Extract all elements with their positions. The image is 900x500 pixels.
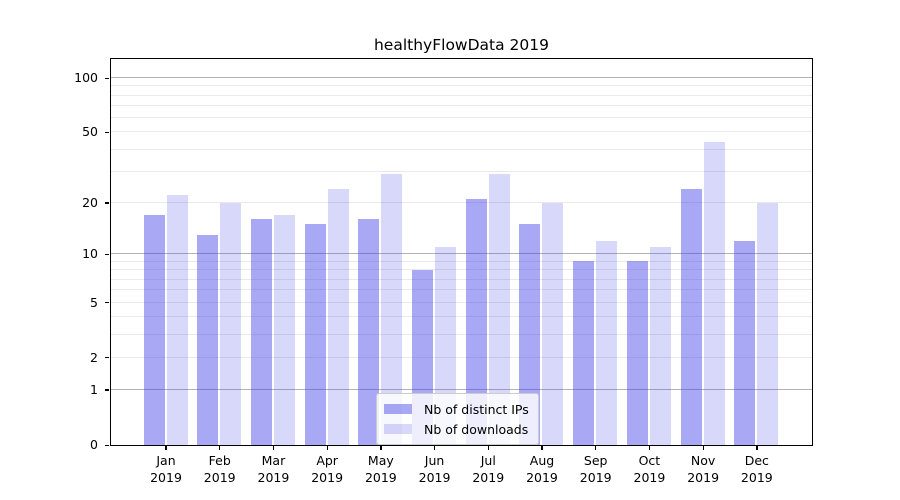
bar-nb-of-downloads-aug xyxy=(542,202,564,445)
bar-nb-of-distinct-ips-may xyxy=(358,219,380,445)
bar-nb-of-distinct-ips-aug xyxy=(519,224,541,445)
gridline-5 xyxy=(111,301,812,303)
x-tick-mark-aug xyxy=(541,445,543,450)
y-tick-mark-5 xyxy=(105,302,109,304)
y-tick-label-100: 100 xyxy=(74,70,98,86)
gridline-30 xyxy=(111,171,812,172)
y-tick-mark-20 xyxy=(105,202,109,204)
x-tick-label-aug: Aug 2019 xyxy=(526,453,558,485)
y-tick-mark-10 xyxy=(105,253,109,256)
x-tick-mark-nov xyxy=(702,445,704,450)
x-tick-mark-sep xyxy=(595,445,597,450)
gridline-8 xyxy=(111,269,812,271)
bar-nb-of-distinct-ips-feb xyxy=(197,234,219,445)
bar-nb-of-downloads-nov xyxy=(703,141,725,445)
bar-nb-of-downloads-jul xyxy=(488,174,510,445)
y-tick-label-2: 2 xyxy=(90,349,98,365)
gridline-10 xyxy=(111,253,812,255)
chart-title: healthyFlowData 2019 xyxy=(373,36,549,54)
bar-nb-of-distinct-ips-jan xyxy=(143,214,165,445)
grid-layer xyxy=(111,59,812,445)
gridline-50 xyxy=(111,131,812,133)
x-tick-label-jul: Jul 2019 xyxy=(472,453,505,485)
x-tick-mark-jan xyxy=(165,445,167,450)
y-tick-mark-0 xyxy=(105,444,109,446)
x-tick-label-apr: Apr 2019 xyxy=(311,453,344,485)
y-tick-label-50: 50 xyxy=(82,124,98,140)
legend-wrap: Nb of distinct IPs Nb of downloads xyxy=(111,59,812,445)
bar-layer xyxy=(111,59,812,445)
gridline-40 xyxy=(111,148,812,150)
y-tick-label-1: 1 xyxy=(90,381,98,397)
x-tick-mark-dec xyxy=(756,445,758,450)
gridline-9 xyxy=(111,260,812,262)
legend-label-downloads: Nb of downloads xyxy=(424,421,529,437)
x-tick-label-may: May 2019 xyxy=(364,453,397,485)
gridline-3 xyxy=(111,333,812,335)
y-tick-mark-50 xyxy=(105,131,109,134)
x-tick-mark-feb xyxy=(219,445,221,450)
bar-nb-of-downloads-jan xyxy=(166,195,188,445)
gridline-70 xyxy=(111,105,812,107)
y-tick-label-20: 20 xyxy=(82,194,98,210)
gridline-90 xyxy=(111,85,812,87)
y-tick-label-5: 5 xyxy=(90,294,98,310)
legend-item-distinct-ips: Nb of distinct IPs xyxy=(384,399,529,419)
x-tick-mark-jul xyxy=(487,445,489,450)
plot-area: Nb of distinct IPs Nb of downloads xyxy=(110,58,813,446)
legend-item-downloads: Nb of downloads xyxy=(384,419,529,439)
bar-nb-of-downloads-sep xyxy=(596,240,618,445)
y-tick-mark-1 xyxy=(105,389,109,391)
gridline-80 xyxy=(111,94,812,96)
bar-nb-of-downloads-dec xyxy=(757,202,779,445)
gridline-4 xyxy=(111,316,812,318)
gridline-1 xyxy=(111,388,812,390)
bar-nb-of-distinct-ips-sep xyxy=(573,261,595,445)
bar-nb-of-distinct-ips-mar xyxy=(250,219,272,445)
bar-nb-of-downloads-oct xyxy=(649,246,671,445)
bar-nb-of-downloads-may xyxy=(381,174,403,445)
bar-nb-of-distinct-ips-nov xyxy=(680,188,702,445)
y-tick-label-10: 10 xyxy=(82,246,98,262)
legend-label-distinct-ips: Nb of distinct IPs xyxy=(424,401,529,417)
x-tick-label-mar: Mar 2019 xyxy=(257,453,290,485)
legend: Nb of distinct IPs Nb of downloads xyxy=(376,393,539,445)
x-tick-label-nov: Nov 2019 xyxy=(687,453,720,485)
bar-nb-of-downloads-apr xyxy=(327,188,349,445)
x-tick-label-oct: Oct 2019 xyxy=(633,453,666,485)
x-tick-mark-oct xyxy=(648,445,651,450)
y-tick-mark-2 xyxy=(105,357,109,359)
bar-nb-of-distinct-ips-oct xyxy=(626,261,648,445)
gridline-6 xyxy=(111,289,812,291)
x-tick-mark-jun xyxy=(433,445,436,450)
x-tick-mark-may xyxy=(380,445,382,450)
legend-swatch-downloads xyxy=(384,423,412,435)
gridline-60 xyxy=(111,117,812,119)
y-tick-label-0: 0 xyxy=(90,437,98,452)
x-tick-mark-mar xyxy=(272,445,275,450)
x-tick-mark-apr xyxy=(326,445,328,450)
legend-swatch-distinct-ips xyxy=(384,403,412,415)
x-tick-label-jan: Jan 2019 xyxy=(150,453,182,485)
y-tick-mark-100 xyxy=(105,77,109,79)
bar-nb-of-downloads-feb xyxy=(220,202,242,445)
bar-nb-of-downloads-mar xyxy=(273,214,295,445)
gridline-20 xyxy=(111,201,812,203)
x-tick-label-jun: Jun 2019 xyxy=(418,453,451,485)
gridline-7 xyxy=(111,278,812,280)
gridline-100 xyxy=(111,77,812,79)
x-tick-label-sep: Sep 2019 xyxy=(579,453,612,485)
bar-nb-of-distinct-ips-jul xyxy=(465,198,487,445)
bar-nb-of-distinct-ips-apr xyxy=(304,224,326,445)
bar-nb-of-distinct-ips-dec xyxy=(734,240,756,445)
gridline-2 xyxy=(111,356,812,358)
x-tick-label-feb: Feb 2019 xyxy=(203,453,236,485)
x-tick-label-dec: Dec 2019 xyxy=(740,453,773,485)
